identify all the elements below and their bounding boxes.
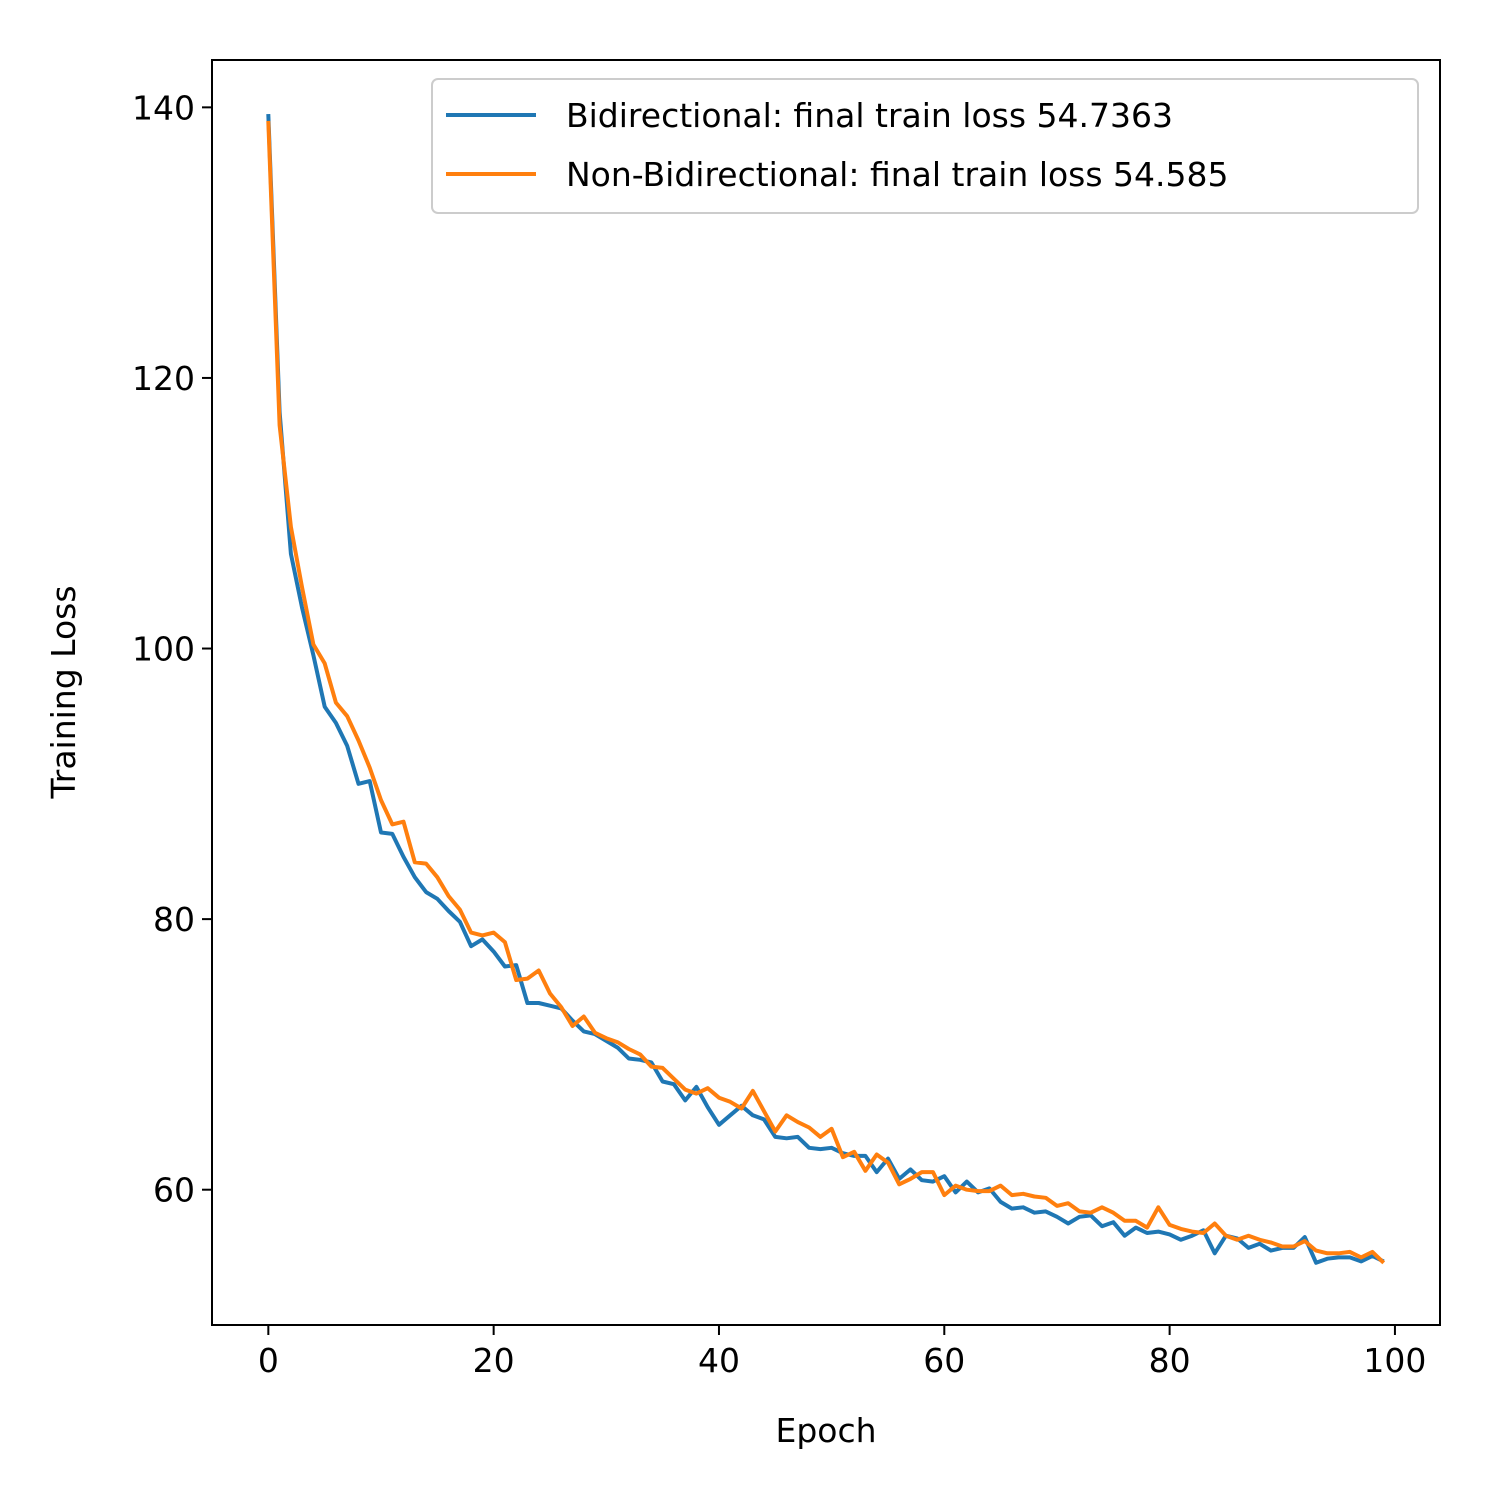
- plot-area-frame: [211, 59, 1441, 1326]
- y-axis-label: Training Loss: [44, 585, 83, 799]
- plot-series: [266, 114, 1386, 1265]
- x-tick-label: 60: [923, 1341, 965, 1380]
- legend-label-non-bidirectional: Non-Bidirectional: final train loss 54.5…: [566, 155, 1229, 194]
- series-line-non-bidirectional: [266, 120, 1386, 1265]
- y-tick-label: 60: [153, 1171, 195, 1210]
- legend-box: [431, 78, 1419, 214]
- x-tick-label: 100: [1363, 1341, 1426, 1380]
- x-tick-label: 0: [258, 1341, 279, 1380]
- y-tick-label: 140: [132, 88, 195, 127]
- y-tick-label: 100: [132, 630, 195, 669]
- x-tick-label: 20: [473, 1341, 515, 1380]
- x-axis-ticks: 0 20 40 60 80 100: [258, 1325, 1426, 1380]
- x-tick-label: 40: [698, 1341, 740, 1380]
- y-tick-label: 80: [153, 900, 195, 939]
- x-tick-label: 80: [1149, 1341, 1191, 1380]
- x-axis-label: Epoch: [775, 1411, 876, 1450]
- legend-label-bidirectional: Bidirectional: final train loss 54.7363: [566, 96, 1173, 135]
- y-tick-label: 120: [132, 359, 195, 398]
- y-axis-ticks: 60 80 100 120 140: [132, 88, 212, 1210]
- legend: Bidirectional: final train loss 54.7363 …: [431, 78, 1419, 214]
